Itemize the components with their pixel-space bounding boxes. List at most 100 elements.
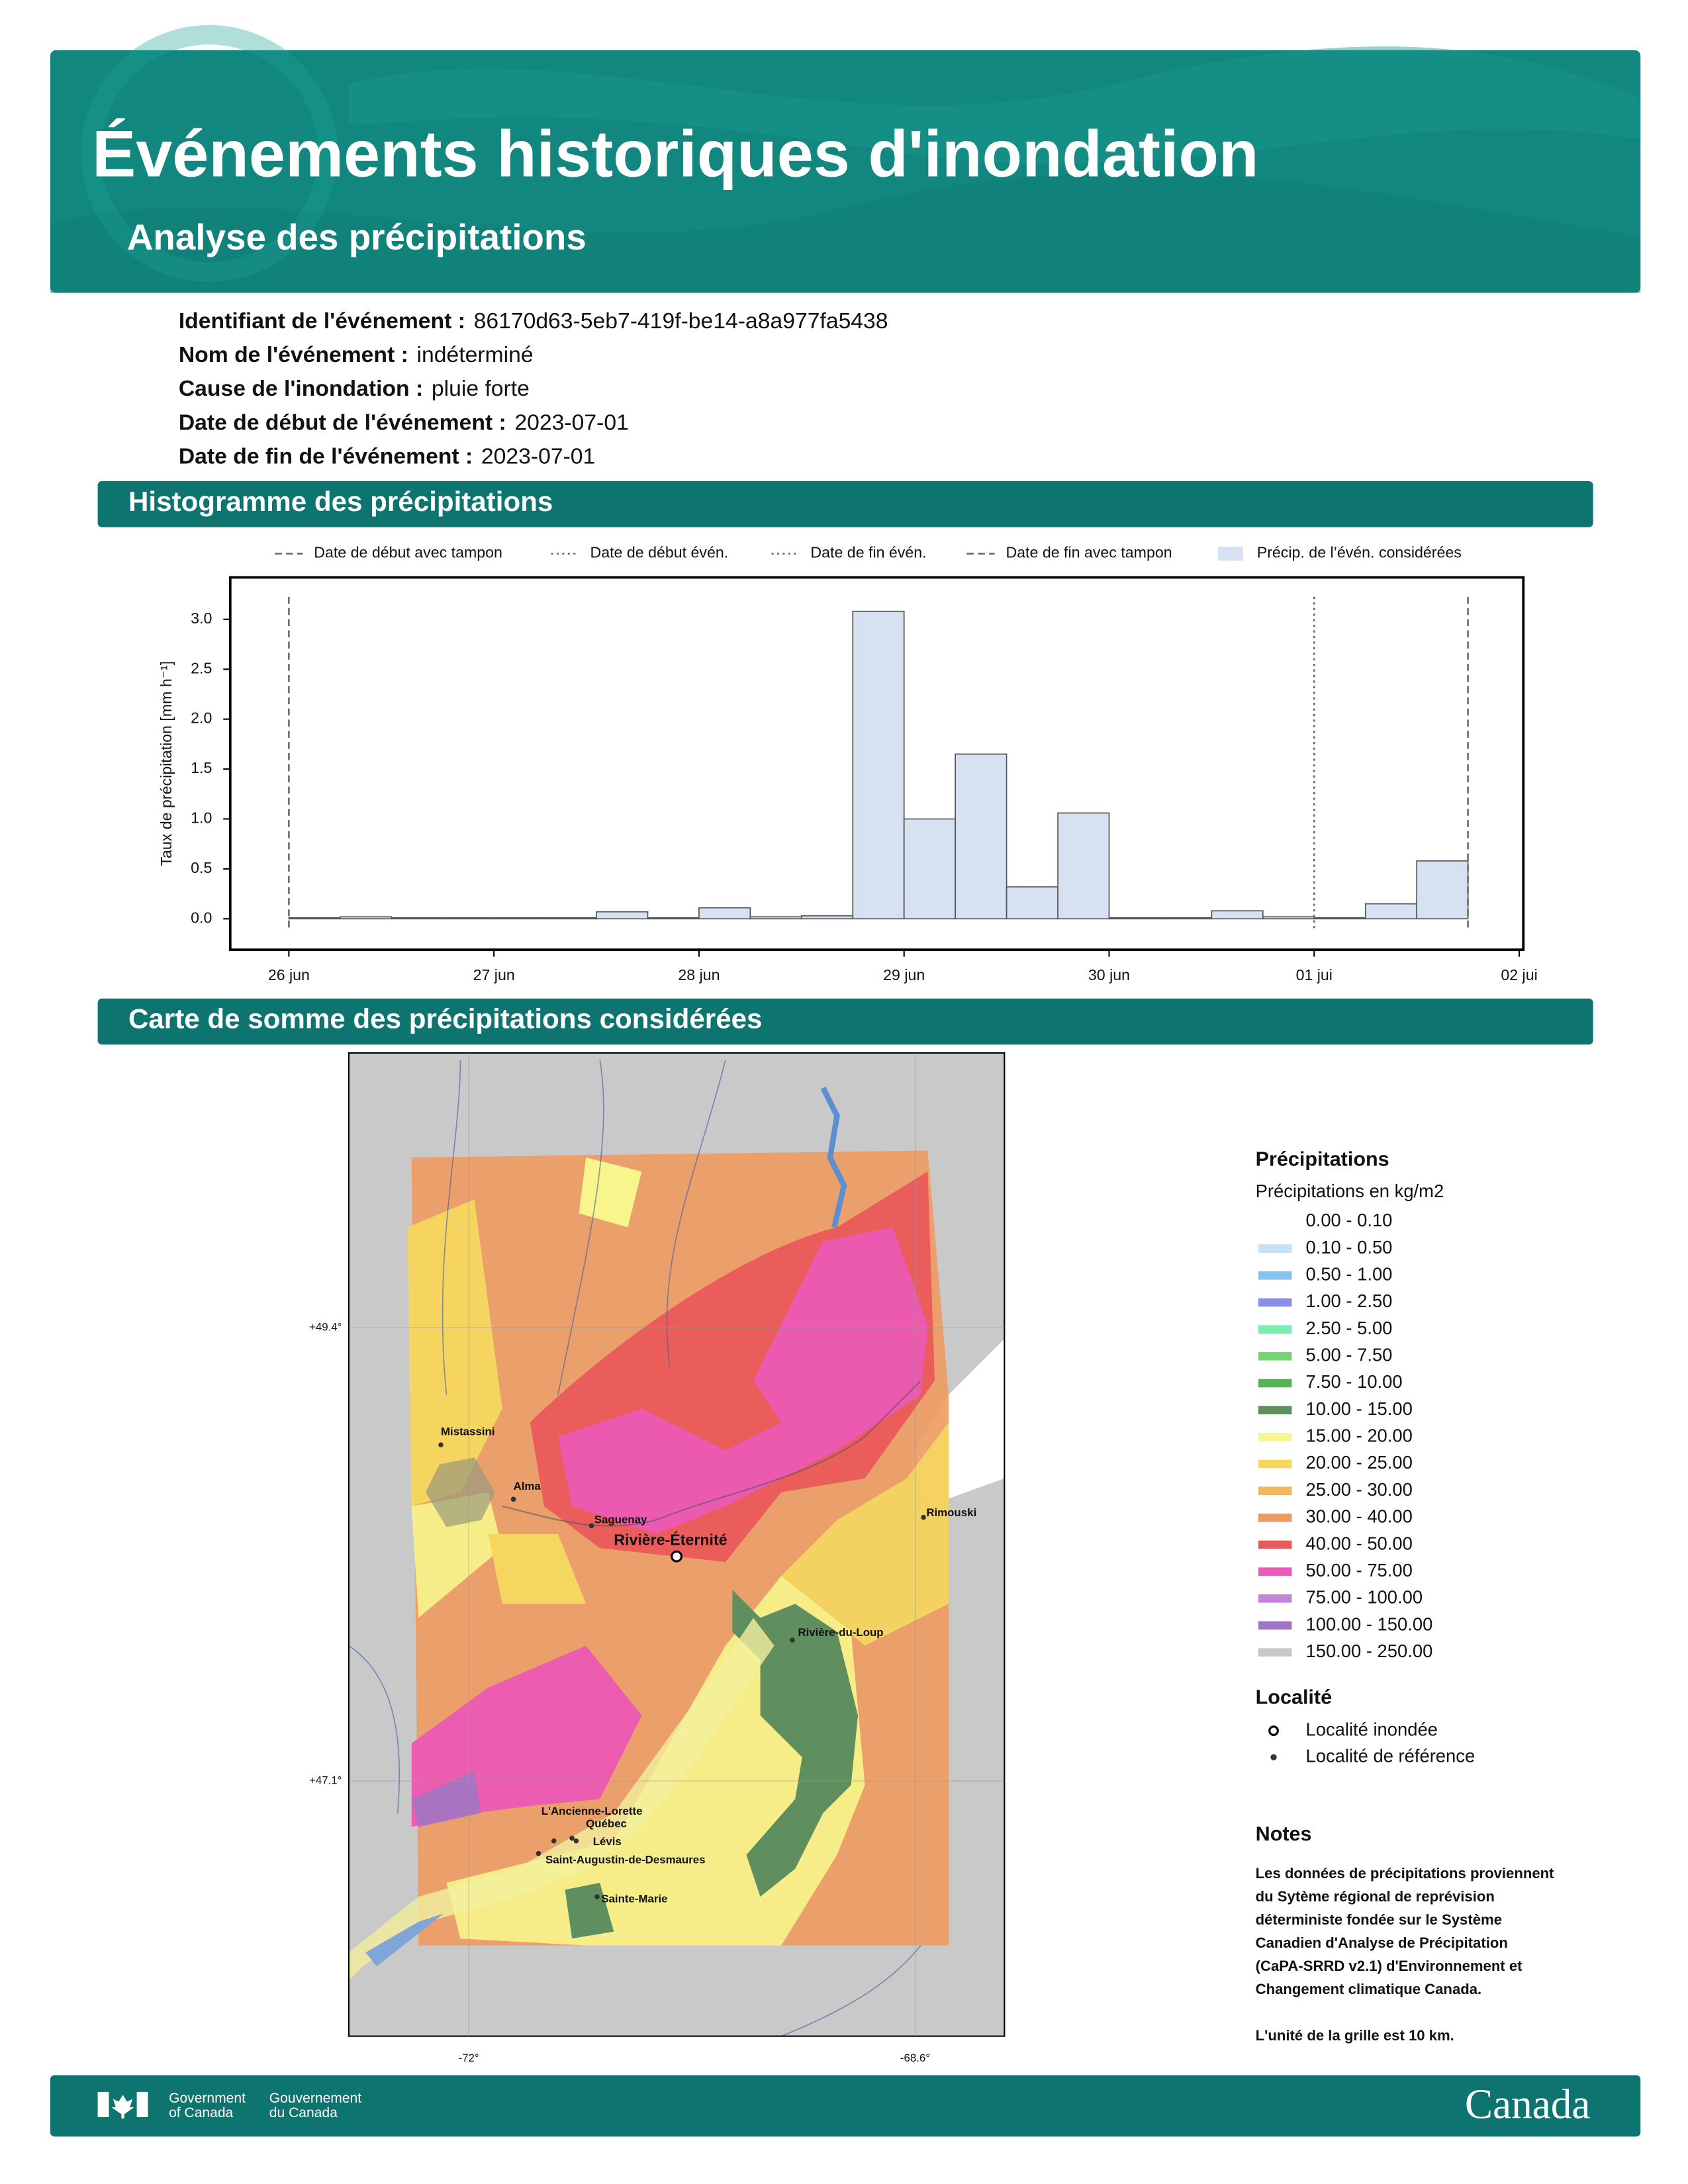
legend-label: 75.00 - 100.00 <box>1306 1587 1423 1608</box>
legend-label: Date de début évén. <box>590 544 728 561</box>
legend-patch <box>1217 547 1243 561</box>
longitude-label: -72° <box>459 2052 479 2064</box>
map-water <box>365 1913 444 1967</box>
histogram-bar <box>1006 886 1058 920</box>
y-axis-label: Taux de précipitation [mm h⁻¹] <box>158 661 175 866</box>
map-precip-field <box>732 1590 859 1897</box>
legend-label: Date de début avec tampon <box>314 544 502 561</box>
map-frame <box>348 1052 1006 2037</box>
legend-label: 5.00 - 7.50 <box>1306 1345 1393 1365</box>
legend-label: 150.00 - 250.00 <box>1306 1641 1433 1661</box>
legend-label: 7.50 - 10.00 <box>1306 1371 1403 1392</box>
histogram-bar <box>1416 860 1469 920</box>
legend-label: 100.00 - 150.00 <box>1306 1614 1433 1634</box>
legend-swatch <box>1258 1271 1292 1280</box>
map-legend: Précipitations Précipitations en kg/m2 0.0… <box>1256 1148 1476 1766</box>
legend-label: 0.50 - 1.00 <box>1306 1264 1393 1285</box>
event-info: Identifiant de l'événement : 86170d63-5eb… <box>179 308 888 469</box>
legend-title: Localité <box>1256 1686 1332 1709</box>
map-precip-field <box>565 1882 614 1939</box>
flooded-locality <box>671 1550 683 1563</box>
histogram-bar <box>391 917 444 920</box>
map-precip-field <box>411 1492 502 1618</box>
legend-label: Précip. de l’évén. considérées <box>1257 544 1462 561</box>
place-label: Mistassini <box>441 1426 494 1438</box>
notes-line: Changement climatique Canada. <box>1256 1981 1482 1997</box>
section-band <box>97 998 1593 1045</box>
histogram-bar <box>1108 917 1161 920</box>
x-tick-label: 27 jun <box>473 966 515 983</box>
reference-locality <box>510 1496 516 1502</box>
event-info-value: 2023-07-01 <box>481 444 595 469</box>
reference-locality <box>536 1850 541 1856</box>
map-precip-field <box>558 1227 928 1535</box>
legend-swatch <box>1258 1594 1292 1603</box>
map-precip-field <box>781 1422 949 1646</box>
government-en: Government <box>169 2091 246 2106</box>
notes-line: Canadien d'Analyse de Précipitation <box>1256 1934 1508 1951</box>
legend-swatch <box>1258 1540 1292 1549</box>
legend-swatch <box>1258 1433 1292 1441</box>
legend-swatch <box>1258 1406 1292 1414</box>
x-tick-label: 29 jun <box>883 966 925 983</box>
government-fr: Gouvernement <box>269 2091 361 2106</box>
legend-label: 10.00 - 15.00 <box>1306 1398 1413 1419</box>
event-info-line: Identifiant de l'événement : 86170d63-5eb… <box>179 308 888 334</box>
map-river <box>502 1380 921 1527</box>
map-river <box>820 1086 847 1228</box>
map-precip-field <box>407 1199 502 1506</box>
event-info-label: Identifiant de l'événement : <box>179 308 465 334</box>
legend-swatch <box>1258 1621 1292 1630</box>
place-label: Québec <box>586 1817 627 1830</box>
place-label: Rimouski <box>926 1506 976 1519</box>
legend-marker <box>1270 1754 1277 1760</box>
x-tick-label: 02 jui <box>1501 966 1537 983</box>
legend-swatch <box>1258 1325 1292 1334</box>
place-label: Saguenay <box>594 1513 647 1525</box>
event-info-line: Nom de l'événement : indéterminé <box>179 342 534 367</box>
notes-line: (CaPA-SRRD v2.1) d'Environnement et <box>1256 1958 1523 1974</box>
section-band <box>97 481 1593 527</box>
x-tick-label: 28 jun <box>678 966 720 983</box>
map-river <box>348 1645 921 2037</box>
event-info-value: pluie forte <box>432 376 530 401</box>
reference-locality <box>551 1838 557 1844</box>
legend-label: Localité inondée <box>1306 1719 1438 1739</box>
plot-frame <box>228 576 1525 951</box>
y-tick-label: 3.0 <box>191 610 212 627</box>
histogram-bar <box>955 753 1008 920</box>
y-tick-label: 1.0 <box>191 809 212 827</box>
reference-locality <box>790 1637 795 1643</box>
histogram-bar <box>698 907 751 920</box>
legend-swatch <box>1258 1217 1292 1226</box>
canada-flag <box>97 2091 148 2118</box>
reference-locality <box>588 1523 594 1529</box>
legend-label: Localité de référence <box>1306 1745 1476 1766</box>
section-title: Histogramme des précipitations <box>128 486 553 517</box>
histogram: 0.0 0.5 1.0 1.5 2.0 2.5 3.0 26 jun 27 jun 28 jun 2… <box>158 544 1538 984</box>
place-label: Alma <box>514 1480 541 1492</box>
histogram-bar <box>1057 812 1110 920</box>
legend-swatch <box>1258 1486 1292 1496</box>
reference-locality <box>921 1514 926 1520</box>
canada-wordmark: Canada <box>1465 2081 1591 2128</box>
event-info-value: 86170d63-5eb7-419f-be14-a8a977fa5438 <box>474 308 888 334</box>
legend-label: Date de fin avec tampon <box>1006 544 1172 561</box>
notes-line: Les données de précipitations proviennen… <box>1256 1865 1555 1882</box>
place-label: L'Ancienne-Lorette <box>541 1805 643 1817</box>
event-info-label: Date de fin de l'événement : <box>179 444 473 469</box>
event-info-label: Date de début de l'événement : <box>179 410 506 435</box>
y-tick-label: 1.5 <box>191 759 212 776</box>
event-info-label: Nom de l'événement : <box>179 342 408 367</box>
latitude-label: +47.1° <box>309 1774 342 1786</box>
map-lake <box>425 1457 496 1527</box>
map-river <box>442 1060 726 1395</box>
x-tick-label: 30 jun <box>1088 966 1130 983</box>
legend-swatch <box>1258 1648 1292 1657</box>
flag-bar <box>136 2091 148 2117</box>
reference-locality <box>438 1442 444 1447</box>
legend-label: 25.00 - 30.00 <box>1306 1479 1413 1500</box>
legend-label: 50.00 - 75.00 <box>1306 1560 1413 1580</box>
